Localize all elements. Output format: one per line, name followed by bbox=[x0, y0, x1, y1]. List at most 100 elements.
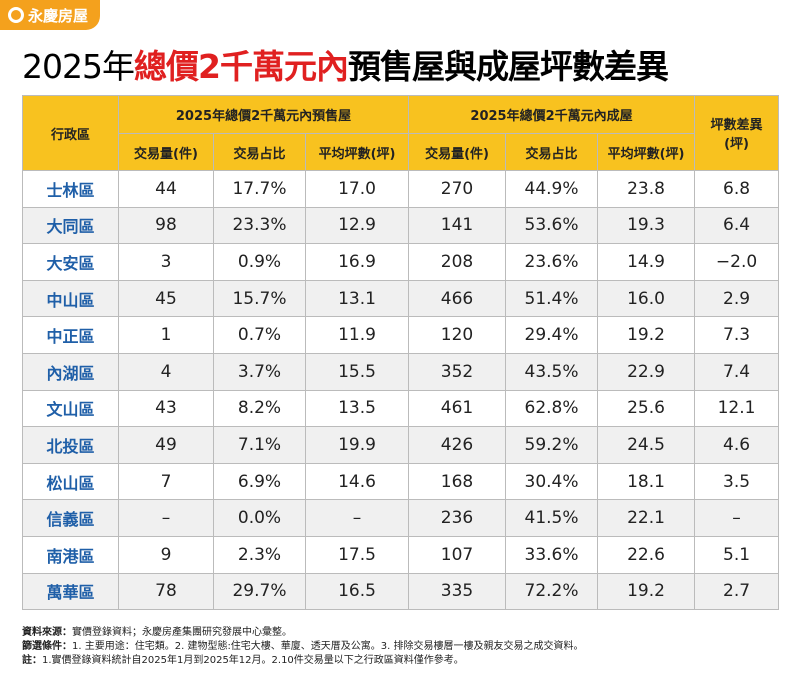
cell: 3.5 bbox=[694, 462, 780, 501]
district: 大安區 bbox=[22, 243, 119, 281]
cell: 25.6 bbox=[597, 389, 696, 428]
cell: 208 bbox=[408, 243, 507, 281]
note: 註：1.實價登錄資料統計自2025年1月到2025年12月。2.10件交易量以下… bbox=[22, 654, 584, 668]
cell: 41.5% bbox=[505, 499, 599, 537]
subheader: 平均坪數(坪) bbox=[597, 133, 696, 171]
cell: 7 bbox=[118, 462, 214, 501]
row: 北投區 49 7.1% 19.9 426 59.2% 24.5 4.6 bbox=[22, 426, 780, 464]
cell: – bbox=[304, 499, 410, 537]
cell: 62.8% bbox=[505, 389, 599, 428]
cell: 59.2% bbox=[505, 426, 599, 464]
district: 內湖區 bbox=[22, 352, 119, 391]
cell: 7.1% bbox=[213, 426, 306, 464]
header-cell: 行政區 bbox=[22, 95, 119, 171]
cell: 23.6% bbox=[505, 243, 599, 281]
note-label: 資料來源： bbox=[22, 627, 72, 638]
cell: 107 bbox=[408, 535, 507, 574]
cell: 141 bbox=[408, 206, 507, 245]
cell: 0.9% bbox=[213, 243, 306, 281]
cell: 14.6 bbox=[304, 462, 410, 501]
table-wrap: 行政區 2025年總價2千萬元內預售屋 2025年總價2千萬元內成屋 坪數差異 (坪) 交… bbox=[22, 95, 780, 611]
cell: 30.4% bbox=[505, 462, 599, 501]
district: 信義區 bbox=[22, 499, 119, 537]
row: 信義區 –0.0% –236 41.5% 22.1– bbox=[22, 499, 780, 537]
cell: 6.9% bbox=[213, 462, 306, 501]
cell: – bbox=[118, 499, 214, 537]
cell: 1 bbox=[118, 316, 214, 354]
title-part: 預售屋與成屋坪數差異 bbox=[347, 47, 669, 86]
cell: 53.6% bbox=[505, 206, 599, 245]
cell: 335 bbox=[408, 572, 507, 611]
cell: 19.9 bbox=[304, 426, 410, 464]
district: 中山區 bbox=[22, 279, 119, 318]
district: 士林區 bbox=[22, 170, 119, 208]
cell: 12.9 bbox=[304, 206, 410, 245]
cell: 44 bbox=[118, 170, 214, 208]
subheader: 交易占比 bbox=[213, 133, 306, 171]
cell: 7.3 bbox=[694, 316, 780, 354]
cell: 18.1 bbox=[597, 462, 696, 501]
header-line: (坪) bbox=[724, 137, 749, 152]
group-header: 2025年總價2千萬元內預售屋 bbox=[117, 95, 410, 134]
cell: 78 bbox=[118, 572, 214, 611]
cell: 16.9 bbox=[304, 243, 410, 281]
row: 松山區 7 6.9% 14.6 168 30.4% 18.1 3.5 bbox=[22, 462, 780, 501]
cell: 51.4% bbox=[505, 279, 599, 318]
note: 資料來源：實價登錄資料；永慶房產集團研究發展中心彙整。 bbox=[22, 626, 584, 640]
cell: 17.5 bbox=[304, 535, 410, 574]
table: 行政區 2025年總價2千萬元內預售屋 2025年總價2千萬元內成屋 坪數差異 (坪) 交… bbox=[22, 95, 780, 611]
district: 北投區 bbox=[22, 426, 119, 464]
cell: 29.4% bbox=[505, 316, 599, 354]
group-header: 2025年總價2千萬元內成屋 bbox=[408, 95, 696, 134]
note-label: 註： bbox=[22, 655, 42, 666]
cell: 72.2% bbox=[505, 572, 599, 611]
cell: 29.7% bbox=[213, 572, 306, 611]
cell: 43.5% bbox=[505, 352, 599, 391]
row: 士林區 44 17.7% 17.0 270 44.9% 23.8 6.8 bbox=[22, 170, 780, 208]
subheader: 交易量(件) bbox=[118, 133, 214, 171]
cell: 44.9% bbox=[505, 170, 599, 208]
cell: 49 bbox=[118, 426, 214, 464]
row: 文山區 43 8.2% 13.5 461 62.8% 25.6 12.1 bbox=[22, 389, 780, 428]
cell: 236 bbox=[408, 499, 507, 537]
cell: 3.7% bbox=[213, 352, 306, 391]
note-text: 實價登錄資料；永慶房產集團研究發展中心彙整。 bbox=[72, 627, 292, 638]
row: 中正區 1 0.7% 11.9 120 29.4% 19.2 7.3 bbox=[22, 316, 780, 354]
row: 中山區 45 15.7% 13.1 466 51.4% 16.0 2.9 bbox=[22, 279, 780, 318]
district: 大同區 bbox=[22, 206, 119, 245]
cell: 19.2 bbox=[597, 572, 696, 611]
cell: 9 bbox=[118, 535, 214, 574]
row: 萬華區 78 29.7% 16.5 335 72.2% 19.2 2.7 bbox=[22, 572, 780, 611]
cell: 270 bbox=[408, 170, 507, 208]
subheader: 交易量(件) bbox=[408, 133, 507, 171]
cell: 43 bbox=[118, 389, 214, 428]
district: 松山區 bbox=[22, 462, 119, 501]
cell: 3 bbox=[118, 243, 214, 281]
note: 篩選條件：1. 主要用途：住宅類。2. 建物型態:住宅大樓、華廈、透天厝及公寓。… bbox=[22, 640, 584, 654]
header-row: 行政區 2025年總價2千萬元內預售屋 2025年總價2千萬元內成屋 坪數差異 (坪) bbox=[22, 95, 780, 171]
cell: 6.8 bbox=[694, 170, 780, 208]
header-cell: 坪數差異 (坪) bbox=[694, 95, 780, 171]
cell: 19.2 bbox=[597, 316, 696, 354]
header-line: 坪數差異 bbox=[710, 118, 763, 133]
cell: 6.4 bbox=[694, 206, 780, 245]
cell: 16.5 bbox=[304, 572, 410, 611]
cell: 15.7% bbox=[213, 279, 306, 318]
cell: 16.0 bbox=[597, 279, 696, 318]
cell: 2.3% bbox=[213, 535, 306, 574]
cell: 0.0% bbox=[213, 499, 306, 537]
cell: −2.0 bbox=[694, 243, 780, 281]
cell: 13.5 bbox=[304, 389, 410, 428]
row: 內湖區 4 3.7% 15.5 352 43.5% 22.9 7.4 bbox=[22, 352, 780, 391]
subheader: 平均坪數(坪) bbox=[304, 133, 410, 171]
cell: 11.9 bbox=[304, 316, 410, 354]
cell: 13.1 bbox=[304, 279, 410, 318]
cell: 5.1 bbox=[694, 535, 780, 574]
cell: 426 bbox=[408, 426, 507, 464]
subheader-row: 交易量(件) 交易占比 平均坪數(坪) 交易量(件) 交易占比 平均坪數(坪) bbox=[23, 133, 779, 171]
cell: 4.6 bbox=[694, 426, 780, 464]
cell: 15.5 bbox=[304, 352, 410, 391]
cell: 24.5 bbox=[597, 426, 696, 464]
logo-text: 永慶房屋 bbox=[28, 6, 89, 25]
